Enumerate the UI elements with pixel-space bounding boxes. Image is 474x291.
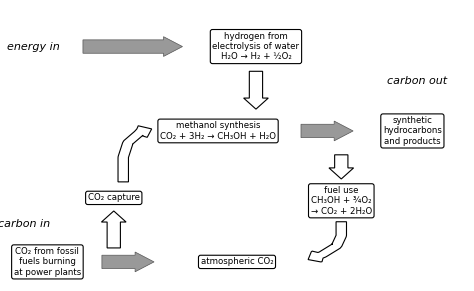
- Text: fuel use
CH₃OH + ¾O₂
→ CO₂ + 2H₂O: fuel use CH₃OH + ¾O₂ → CO₂ + 2H₂O: [310, 186, 372, 216]
- Polygon shape: [83, 37, 182, 56]
- Text: CO₂ capture: CO₂ capture: [88, 194, 140, 202]
- Polygon shape: [118, 126, 152, 182]
- Polygon shape: [101, 211, 126, 248]
- Text: CO₂ from fossil
fuels burning
at power plants: CO₂ from fossil fuels burning at power p…: [14, 247, 81, 277]
- Text: hydrogen from
electrolysis of water
H₂O → H₂ + ½O₂: hydrogen from electrolysis of water H₂O …: [212, 32, 300, 61]
- Text: atmospheric CO₂: atmospheric CO₂: [201, 258, 273, 266]
- Polygon shape: [308, 222, 346, 262]
- Polygon shape: [102, 252, 154, 272]
- Text: energy in: energy in: [7, 42, 60, 52]
- Text: methanol synthesis
CO₂ + 3H₂ → CH₃OH + H₂O: methanol synthesis CO₂ + 3H₂ → CH₃OH + H…: [160, 121, 276, 141]
- Text: carbon out: carbon out: [387, 77, 447, 86]
- Polygon shape: [244, 71, 268, 109]
- Polygon shape: [329, 155, 354, 179]
- Polygon shape: [301, 121, 353, 141]
- Text: synthetic
hydrocarbons
and products: synthetic hydrocarbons and products: [383, 116, 442, 146]
- Text: carbon in: carbon in: [0, 219, 50, 229]
